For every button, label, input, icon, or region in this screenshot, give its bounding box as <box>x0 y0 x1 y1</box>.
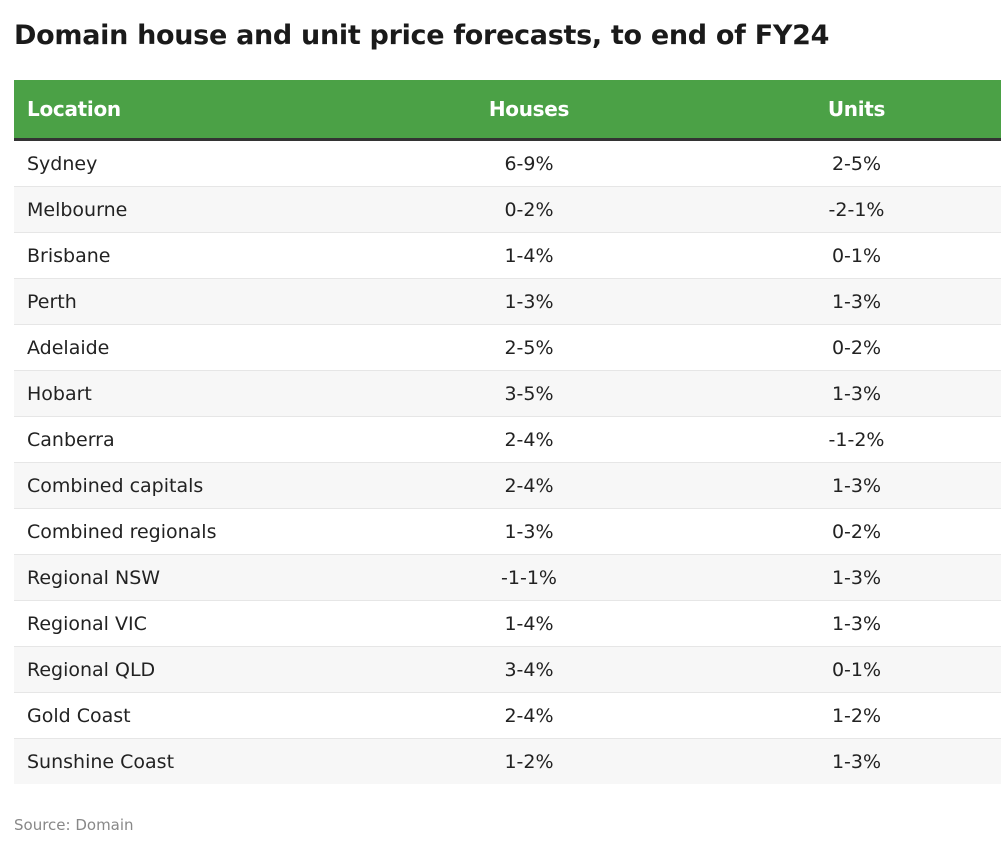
cell-houses: 3-4% <box>346 646 712 693</box>
cell-location: Sydney <box>14 139 346 187</box>
table-row: Canberra 2-4% -1-2% <box>14 416 1001 463</box>
table-row: Regional QLD 3-4% 0-1% <box>14 646 1001 693</box>
table-row: Regional VIC 1-4% 1-3% <box>14 600 1001 647</box>
cell-location: Hobart <box>14 370 346 417</box>
cell-location: Regional VIC <box>14 600 346 647</box>
table-row: Combined regionals 1-3% 0-2% <box>14 508 1001 555</box>
table-row: Sydney 6-9% 2-5% <box>14 139 1001 187</box>
table-row: Hobart 3-5% 1-3% <box>14 370 1001 417</box>
cell-units: -1-2% <box>712 416 1001 463</box>
cell-location: Gold Coast <box>14 692 346 739</box>
table-row: Adelaide 2-5% 0-2% <box>14 324 1001 371</box>
cell-location: Brisbane <box>14 232 346 279</box>
column-header-units: Units <box>712 80 1001 141</box>
source-note: Source: Domain <box>14 816 134 834</box>
table-row: Combined capitals 2-4% 1-3% <box>14 462 1001 509</box>
cell-location: Regional QLD <box>14 646 346 693</box>
cell-location: Perth <box>14 278 346 325</box>
cell-location: Regional NSW <box>14 554 346 601</box>
cell-houses: 2-4% <box>346 462 712 509</box>
chart-title: Domain house and unit price forecasts, t… <box>14 20 830 51</box>
cell-location: Adelaide <box>14 324 346 371</box>
cell-houses: 1-2% <box>346 738 712 784</box>
cell-houses: 3-5% <box>346 370 712 417</box>
table-row: Melbourne 0-2% -2-1% <box>14 186 1001 233</box>
table-body: Sydney 6-9% 2-5% Melbourne 0-2% -2-1% Brisbane… <box>14 139 1001 784</box>
cell-units: 1-3% <box>712 462 1001 509</box>
cell-units: 1-3% <box>712 554 1001 601</box>
table-row: Regional NSW -1-1% 1-3% <box>14 554 1001 601</box>
table-row: Sunshine Coast 1-2% 1-3% <box>14 738 1001 784</box>
column-header-location: Location <box>14 80 346 141</box>
cell-houses: 6-9% <box>346 139 712 187</box>
cell-houses: 2-5% <box>346 324 712 371</box>
cell-houses: 2-4% <box>346 692 712 739</box>
table-row: Gold Coast 2-4% 1-2% <box>14 692 1001 739</box>
cell-units: 1-3% <box>712 370 1001 417</box>
cell-houses: -1-1% <box>346 554 712 601</box>
cell-location: Melbourne <box>14 186 346 233</box>
cell-units: 0-2% <box>712 508 1001 555</box>
cell-units: 1-3% <box>712 738 1001 784</box>
cell-units: -2-1% <box>712 186 1001 233</box>
cell-units: 1-3% <box>712 600 1001 647</box>
forecast-table: Location Houses Units Sydney 6-9% 2-5% Melb… <box>14 80 1001 784</box>
cell-houses: 2-4% <box>346 416 712 463</box>
cell-houses: 0-2% <box>346 186 712 233</box>
table-header: Location Houses Units <box>14 80 1001 141</box>
cell-location: Combined capitals <box>14 462 346 509</box>
cell-units: 0-1% <box>712 232 1001 279</box>
cell-units: 0-1% <box>712 646 1001 693</box>
cell-units: 2-5% <box>712 139 1001 187</box>
table-row: Perth 1-3% 1-3% <box>14 278 1001 325</box>
cell-houses: 1-4% <box>346 600 712 647</box>
column-header-houses: Houses <box>346 80 712 141</box>
cell-units: 0-2% <box>712 324 1001 371</box>
cell-houses: 1-3% <box>346 278 712 325</box>
cell-houses: 1-4% <box>346 232 712 279</box>
cell-units: 1-3% <box>712 278 1001 325</box>
cell-units: 1-2% <box>712 692 1001 739</box>
cell-location: Sunshine Coast <box>14 738 346 784</box>
header-row: Location Houses Units <box>14 80 1001 141</box>
table-row: Brisbane 1-4% 0-1% <box>14 232 1001 279</box>
cell-location: Combined regionals <box>14 508 346 555</box>
cell-location: Canberra <box>14 416 346 463</box>
forecast-table-container: Location Houses Units Sydney 6-9% 2-5% Melb… <box>14 80 1001 784</box>
cell-houses: 1-3% <box>346 508 712 555</box>
